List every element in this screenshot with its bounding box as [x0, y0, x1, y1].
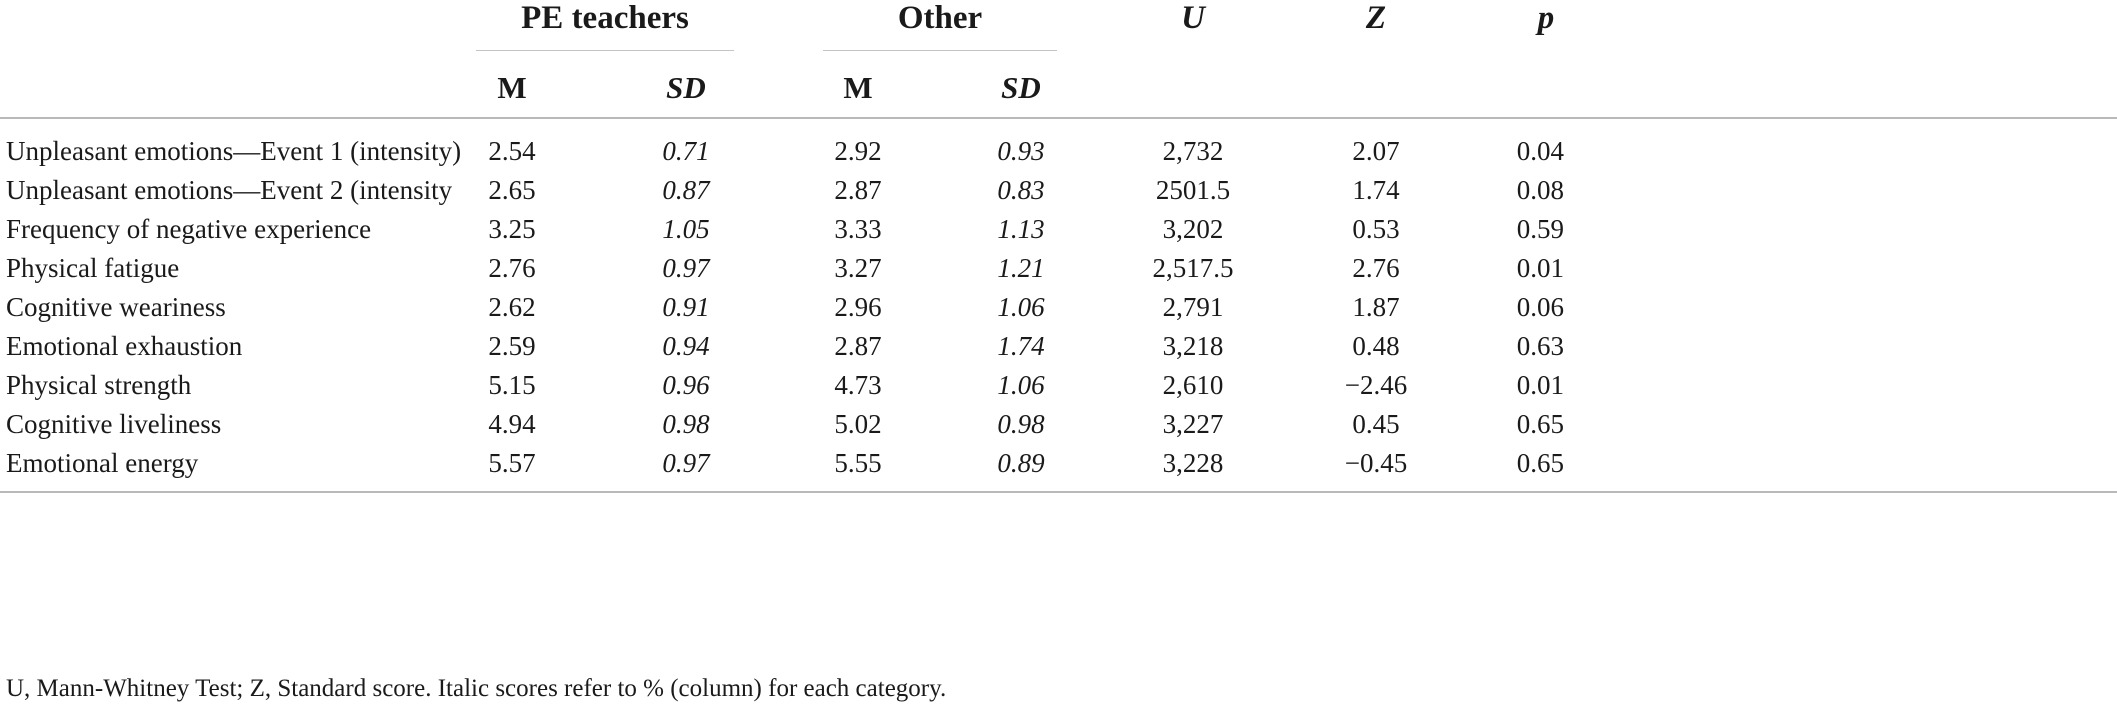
- table-footnote: U, Mann-Whitney Test; Z, Standard score.…: [6, 675, 947, 702]
- header-z: Z: [1365, 0, 1387, 36]
- subheader-other-m: M: [843, 70, 873, 105]
- other-m-value: 5.55: [834, 448, 882, 478]
- z-value: 1.74: [1352, 175, 1400, 205]
- row-label: Cognitive weariness: [6, 292, 226, 322]
- row-label: Physical fatigue: [6, 253, 180, 283]
- pe-sd-value: 1.05: [662, 214, 710, 244]
- z-value: 0.45: [1352, 409, 1400, 439]
- subheader-pe-sd: SD: [666, 70, 706, 105]
- table-row: Emotional exhaustion 2.59 0.94 2.87 1.74…: [0, 320, 2117, 372]
- other-sd-value: 1.06: [997, 370, 1045, 400]
- z-value: −0.45: [1344, 448, 1408, 478]
- subheader-pe-m: M: [497, 70, 527, 105]
- table-row: Frequency of negative experience 3.25 1.…: [0, 203, 2117, 255]
- table-row: Unpleasant emotions—Event 2 (intensity 2…: [0, 164, 2117, 216]
- pe-sd-value: 0.96: [662, 370, 710, 400]
- pe-m-value: 5.15: [488, 370, 536, 400]
- pe-m-value: 2.76: [488, 253, 536, 283]
- table-row: Cognitive liveliness 4.94 0.98 5.02 0.98…: [0, 398, 2117, 450]
- other-sd-value: 0.89: [997, 448, 1045, 478]
- header-pe-teachers: PE teachers: [521, 0, 689, 36]
- row-label: Cognitive liveliness: [6, 409, 222, 439]
- table-row: Emotional energy 5.57 0.97 5.55 0.89 3,2…: [0, 437, 2117, 489]
- table-row: Physical strength 5.15 0.96 4.73 1.06 2,…: [0, 359, 2117, 411]
- header-other: Other: [897, 0, 983, 36]
- other-m-value: 2.96: [834, 292, 882, 322]
- pe-sd-value: 0.94: [662, 331, 710, 361]
- group-underline-pe: [476, 50, 734, 51]
- other-m-value: 5.02: [834, 409, 882, 439]
- u-value: 2501.5: [1155, 175, 1231, 205]
- table-bottom-rule: [0, 491, 2117, 493]
- pe-m-value: 2.65: [488, 175, 536, 205]
- other-sd-value: 1.74: [997, 331, 1045, 361]
- other-sd-value: 0.83: [997, 175, 1045, 205]
- table-row: Cognitive weariness 2.62 0.91 2.96 1.06 …: [0, 281, 2117, 333]
- p-value: 0.59: [1516, 214, 1564, 244]
- z-value: −2.46: [1344, 370, 1408, 400]
- header-rule: [0, 117, 2117, 119]
- pe-m-value: 2.54: [488, 136, 536, 166]
- subheader-other-sd: SD: [1001, 70, 1041, 105]
- pe-m-value: 2.62: [488, 292, 536, 322]
- header-u: U: [1181, 0, 1205, 36]
- p-value: 0.06: [1516, 292, 1564, 322]
- pe-sd-value: 0.71: [662, 136, 710, 166]
- p-value: 0.65: [1516, 409, 1564, 439]
- row-label: Unpleasant emotions—Event 2 (intensity: [6, 175, 453, 205]
- p-value: 0.65: [1516, 448, 1564, 478]
- p-value: 0.04: [1516, 136, 1564, 166]
- row-label: Unpleasant emotions—Event 1 (intensity): [6, 136, 462, 166]
- other-m-value: 4.73: [834, 370, 882, 400]
- other-m-value: 2.87: [834, 331, 882, 361]
- other-m-value: 2.92: [834, 136, 882, 166]
- group-underline-other: [823, 50, 1057, 51]
- pe-sd-value: 0.91: [662, 292, 710, 322]
- other-m-value: 2.87: [834, 175, 882, 205]
- table-row: Physical fatigue 2.76 0.97 3.27 1.21 2,5…: [0, 242, 2117, 294]
- other-sd-value: 1.13: [997, 214, 1045, 244]
- pe-sd-value: 0.98: [662, 409, 710, 439]
- pe-sd-value: 0.87: [662, 175, 710, 205]
- pe-m-value: 2.59: [488, 331, 536, 361]
- other-m-value: 3.27: [834, 253, 882, 283]
- z-value: 0.48: [1352, 331, 1400, 361]
- table-row: Unpleasant emotions—Event 1 (intensity) …: [0, 125, 2117, 177]
- u-value: 3,228: [1162, 448, 1224, 478]
- other-sd-value: 0.98: [997, 409, 1045, 439]
- u-value: 2,732: [1162, 136, 1224, 166]
- row-label: Emotional energy: [6, 448, 199, 478]
- z-value: 2.76: [1352, 253, 1400, 283]
- pe-m-value: 3.25: [488, 214, 536, 244]
- z-value: 1.87: [1352, 292, 1400, 322]
- other-m-value: 3.33: [834, 214, 882, 244]
- pe-m-value: 4.94: [488, 409, 536, 439]
- row-label: Physical strength: [6, 370, 192, 400]
- pe-m-value: 5.57: [488, 448, 536, 478]
- u-value: 3,227: [1162, 409, 1224, 439]
- z-value: 0.53: [1352, 214, 1400, 244]
- p-value: 0.01: [1516, 253, 1564, 283]
- u-value: 3,202: [1162, 214, 1224, 244]
- header-p: p: [1537, 0, 1555, 36]
- u-value: 2,610: [1162, 370, 1224, 400]
- pe-sd-value: 0.97: [662, 448, 710, 478]
- p-value: 0.01: [1516, 370, 1564, 400]
- row-label: Frequency of negative experience: [6, 214, 372, 244]
- p-value: 0.63: [1516, 331, 1564, 361]
- other-sd-value: 1.06: [997, 292, 1045, 322]
- z-value: 2.07: [1352, 136, 1400, 166]
- u-value: 2,791: [1162, 292, 1224, 322]
- u-value: 3,218: [1162, 331, 1224, 361]
- u-value: 2,517.5: [1152, 253, 1234, 283]
- row-label: Emotional exhaustion: [6, 331, 243, 361]
- p-value: 0.08: [1516, 175, 1564, 205]
- other-sd-value: 1.21: [997, 253, 1045, 283]
- pe-sd-value: 0.97: [662, 253, 710, 283]
- other-sd-value: 0.93: [997, 136, 1045, 166]
